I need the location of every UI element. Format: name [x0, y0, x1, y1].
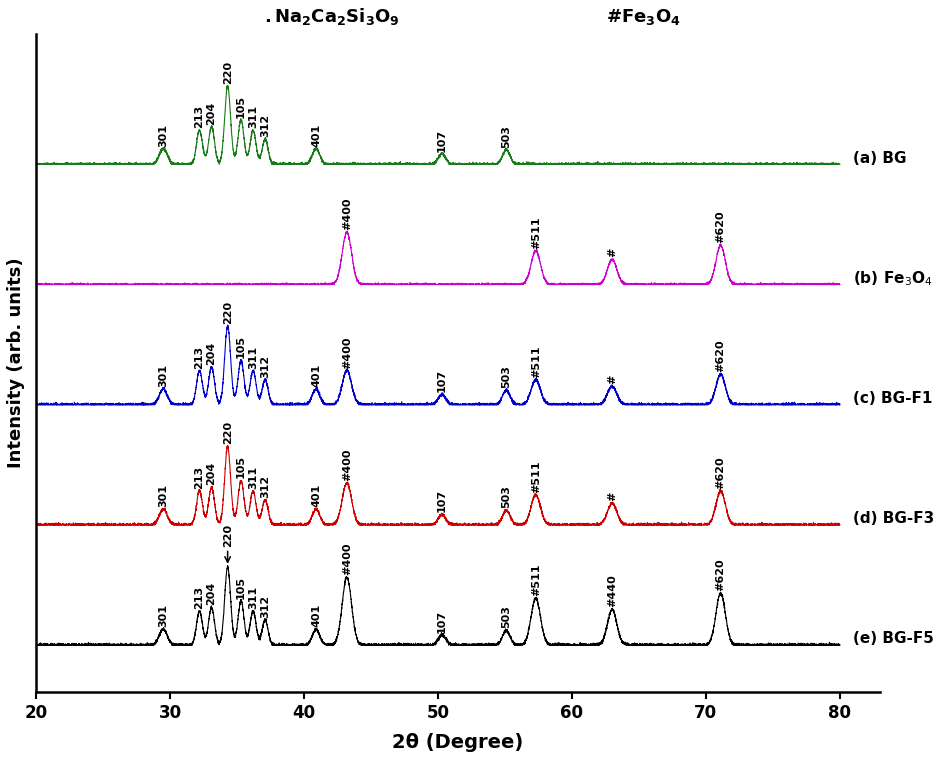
Text: 503: 503 — [500, 485, 511, 509]
Text: #400: #400 — [342, 198, 351, 230]
Text: 213: 213 — [194, 466, 204, 489]
Text: 105: 105 — [236, 455, 245, 478]
Text: #440: #440 — [606, 575, 616, 607]
Text: #511: #511 — [531, 460, 540, 493]
Text: #: # — [606, 375, 616, 384]
Text: 220: 220 — [223, 301, 232, 324]
Text: #511: #511 — [531, 345, 540, 377]
Text: 220: 220 — [223, 524, 232, 547]
Text: 107: 107 — [436, 369, 447, 392]
Text: #400: #400 — [342, 543, 351, 575]
Text: 107: 107 — [436, 490, 447, 512]
Text: 301: 301 — [159, 124, 168, 146]
Text: 311: 311 — [248, 345, 258, 369]
Text: 503: 503 — [500, 365, 511, 388]
Text: 503: 503 — [500, 606, 511, 628]
Text: 311: 311 — [248, 586, 258, 609]
Text: 213: 213 — [194, 586, 204, 609]
Text: 312: 312 — [260, 474, 270, 498]
Text: 312: 312 — [260, 354, 270, 377]
Y-axis label: Intensity (arb. units): Intensity (arb. units) — [7, 257, 25, 468]
Text: 105: 105 — [236, 335, 245, 358]
Text: 105: 105 — [236, 95, 245, 118]
Text: #400: #400 — [342, 449, 351, 481]
Text: 311: 311 — [248, 466, 258, 489]
Text: 220: 220 — [223, 421, 232, 445]
Text: (b) Fe$_3$O$_4$: (b) Fe$_3$O$_4$ — [852, 269, 932, 288]
Text: 220: 220 — [223, 61, 232, 84]
Text: 401: 401 — [311, 484, 321, 507]
Text: 503: 503 — [500, 124, 511, 148]
Text: #400: #400 — [342, 336, 351, 369]
Text: #: # — [606, 492, 616, 501]
Text: 213: 213 — [194, 106, 204, 128]
Text: #511: #511 — [531, 216, 540, 248]
Text: 301: 301 — [159, 364, 168, 387]
Text: 301: 301 — [159, 484, 168, 507]
Text: #620: #620 — [715, 456, 725, 489]
Text: 204: 204 — [207, 462, 216, 485]
Text: 312: 312 — [260, 595, 270, 618]
Text: 301: 301 — [159, 604, 168, 628]
Text: #: # — [606, 248, 616, 257]
Text: $\mathbf{. Na_2Ca_2Si_3O_9}$: $\mathbf{. Na_2Ca_2Si_3O_9}$ — [263, 6, 399, 27]
Text: 107: 107 — [436, 609, 447, 632]
Text: 204: 204 — [207, 342, 216, 365]
Text: 311: 311 — [248, 106, 258, 128]
Text: 401: 401 — [311, 364, 321, 387]
Text: 401: 401 — [311, 124, 321, 146]
Text: #620: #620 — [715, 211, 725, 244]
Text: #620: #620 — [715, 340, 725, 373]
Text: (a) BG: (a) BG — [852, 150, 906, 165]
Text: 401: 401 — [311, 604, 321, 628]
Text: #620: #620 — [715, 558, 725, 591]
Text: 107: 107 — [436, 129, 447, 152]
Text: $\mathbf{\# Fe_3O_4}$: $\mathbf{\# Fe_3O_4}$ — [606, 7, 681, 27]
Text: 204: 204 — [207, 102, 216, 124]
Text: (d) BG-F3: (d) BG-F3 — [852, 511, 934, 526]
Text: 213: 213 — [194, 345, 204, 369]
Text: (c) BG-F1: (c) BG-F1 — [852, 391, 932, 406]
Text: 204: 204 — [207, 582, 216, 606]
X-axis label: 2θ (Degree): 2θ (Degree) — [392, 733, 523, 752]
Text: #511: #511 — [531, 563, 540, 596]
Text: 312: 312 — [260, 114, 270, 137]
Text: (e) BG-F5: (e) BG-F5 — [852, 631, 934, 647]
Text: 105: 105 — [236, 575, 245, 599]
